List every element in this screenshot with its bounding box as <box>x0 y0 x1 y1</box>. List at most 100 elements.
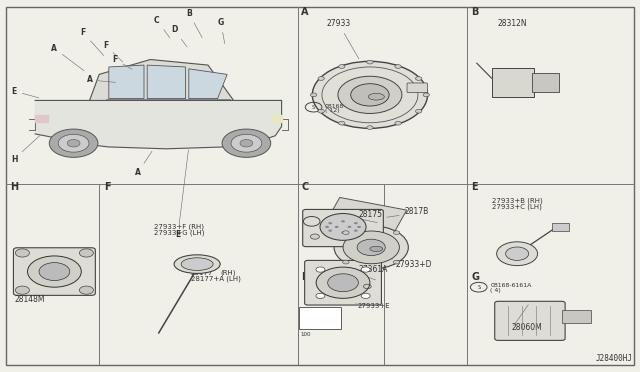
Text: A: A <box>301 7 309 17</box>
Circle shape <box>357 226 361 228</box>
Ellipse shape <box>181 258 213 270</box>
Circle shape <box>394 231 400 234</box>
Circle shape <box>58 134 89 152</box>
Circle shape <box>310 93 317 97</box>
Text: J28400HJ: J28400HJ <box>595 354 632 363</box>
Circle shape <box>338 76 402 113</box>
Text: S: S <box>312 105 315 110</box>
FancyBboxPatch shape <box>13 248 95 295</box>
Circle shape <box>231 134 262 152</box>
Circle shape <box>67 140 80 147</box>
Circle shape <box>316 267 370 298</box>
Text: 28177: 28177 <box>191 270 213 276</box>
Circle shape <box>318 77 324 80</box>
Circle shape <box>367 126 373 129</box>
Circle shape <box>497 242 538 266</box>
Text: 27933+G (LH): 27933+G (LH) <box>154 230 204 236</box>
Circle shape <box>354 230 358 232</box>
Circle shape <box>415 77 422 80</box>
Circle shape <box>395 65 401 68</box>
Circle shape <box>415 109 422 113</box>
Circle shape <box>28 256 81 287</box>
Circle shape <box>339 121 345 125</box>
Text: E: E <box>175 150 188 239</box>
Circle shape <box>79 286 93 294</box>
Polygon shape <box>147 65 186 99</box>
Polygon shape <box>109 65 144 99</box>
FancyBboxPatch shape <box>407 83 428 93</box>
Circle shape <box>240 140 253 147</box>
Text: 28177+A (LH): 28177+A (LH) <box>191 276 241 282</box>
Text: G: G <box>471 272 479 282</box>
Text: S: S <box>310 219 313 224</box>
Circle shape <box>49 129 98 157</box>
Circle shape <box>15 249 29 257</box>
FancyBboxPatch shape <box>495 301 565 340</box>
Polygon shape <box>326 198 406 235</box>
Text: (RH): (RH) <box>221 270 236 276</box>
Text: 27361A: 27361A <box>358 265 388 274</box>
Circle shape <box>343 231 399 264</box>
Text: 27933+B (RH): 27933+B (RH) <box>492 198 542 204</box>
Circle shape <box>361 267 370 272</box>
Circle shape <box>316 267 325 272</box>
Text: H: H <box>10 182 19 192</box>
FancyBboxPatch shape <box>562 310 591 323</box>
FancyBboxPatch shape <box>6 7 634 365</box>
Text: A: A <box>51 44 84 71</box>
Text: W/ OUT: W/ OUT <box>309 314 330 320</box>
Text: ( 4): ( 4) <box>490 288 501 293</box>
Text: F: F <box>113 55 132 69</box>
FancyBboxPatch shape <box>492 68 534 97</box>
Text: SPEAKER: SPEAKER <box>307 318 332 323</box>
Circle shape <box>342 231 349 234</box>
Circle shape <box>394 260 400 264</box>
Text: 27933+C (LH): 27933+C (LH) <box>492 203 541 210</box>
Text: 100: 100 <box>301 325 311 330</box>
Text: 2817B: 2817B <box>404 207 429 216</box>
Circle shape <box>367 60 373 64</box>
Circle shape <box>395 121 401 125</box>
Text: 100: 100 <box>301 331 311 337</box>
Text: 27271P: 27271P <box>309 322 330 327</box>
FancyBboxPatch shape <box>305 260 381 305</box>
Circle shape <box>357 239 385 256</box>
Text: 08168-6161A: 08168-6161A <box>325 103 367 109</box>
Text: 27933+E: 27933+E <box>357 303 390 309</box>
Polygon shape <box>272 115 282 122</box>
Text: C: C <box>154 16 170 38</box>
Circle shape <box>222 129 271 157</box>
Circle shape <box>39 263 70 280</box>
Circle shape <box>342 260 349 264</box>
Text: E: E <box>471 182 477 192</box>
Ellipse shape <box>369 93 384 100</box>
Text: 27933: 27933 <box>326 19 359 59</box>
Text: F: F <box>104 182 110 192</box>
Polygon shape <box>90 60 234 100</box>
Text: H: H <box>11 136 40 164</box>
Circle shape <box>328 222 332 224</box>
Text: 28175: 28175 <box>358 210 383 219</box>
Text: A: A <box>86 76 116 84</box>
Circle shape <box>15 286 29 294</box>
FancyBboxPatch shape <box>303 209 383 247</box>
Circle shape <box>328 230 332 232</box>
Text: S: S <box>477 285 480 290</box>
Text: F: F <box>103 41 123 62</box>
Text: 27933+F (RH): 27933+F (RH) <box>154 224 204 230</box>
Text: B: B <box>471 7 479 17</box>
Circle shape <box>506 247 529 260</box>
Circle shape <box>348 226 351 228</box>
FancyBboxPatch shape <box>299 307 341 329</box>
Text: A: A <box>134 151 152 177</box>
Circle shape <box>351 84 389 106</box>
FancyBboxPatch shape <box>532 73 559 92</box>
Text: D: D <box>171 25 187 47</box>
FancyBboxPatch shape <box>552 223 569 231</box>
Text: 27933+D: 27933+D <box>390 259 432 269</box>
Circle shape <box>310 234 319 239</box>
Circle shape <box>423 93 429 97</box>
Text: 08168-6161A: 08168-6161A <box>323 218 365 223</box>
Circle shape <box>341 231 345 234</box>
Polygon shape <box>35 100 282 149</box>
